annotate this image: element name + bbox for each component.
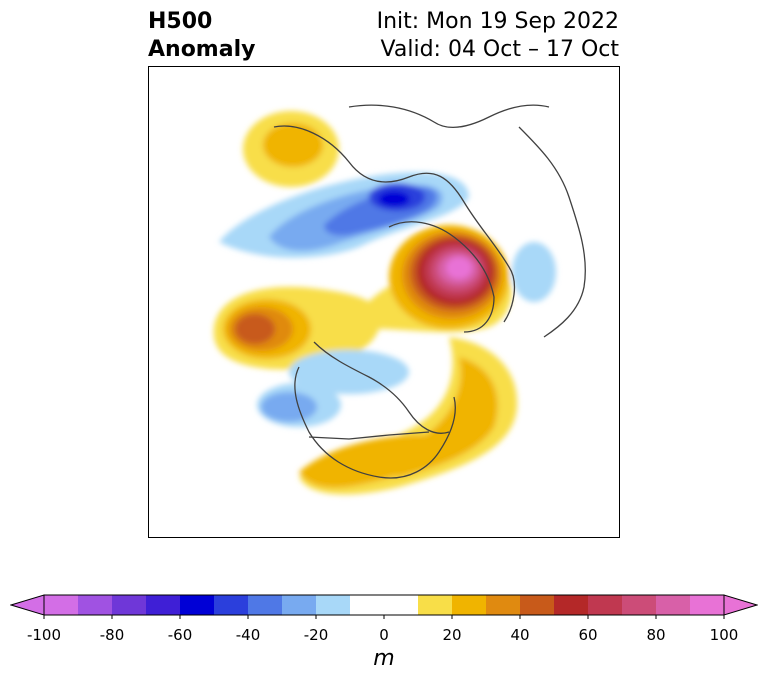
colorbar-segment <box>384 595 419 615</box>
map-canvas <box>213 104 586 495</box>
colorbar-segment <box>452 595 487 615</box>
colorbar-tick-label: 80 <box>646 626 666 644</box>
positive-anomaly-se <box>299 435 459 488</box>
colorbar-extend-max <box>723 594 758 616</box>
colorbar-units: m <box>373 646 395 671</box>
coastline-greenland <box>388 221 495 333</box>
coastline-north-america <box>294 366 456 479</box>
title-variable: H500 <box>148 9 213 34</box>
colorbar-segment <box>486 595 521 615</box>
title-subtitle: Anomaly <box>148 37 256 62</box>
coastline-arctic-north <box>348 104 550 129</box>
colorbar-segment <box>112 595 147 615</box>
colorbar-segment <box>656 595 691 615</box>
colorbar-tick-label: 0 <box>379 626 389 644</box>
border-us-canada <box>308 431 430 440</box>
anomaly-fill <box>213 111 556 495</box>
coastline-canada <box>313 341 450 434</box>
colorbar-segment <box>554 595 589 615</box>
colorbar-tick-label: 100 <box>709 626 739 644</box>
colorbar-segment <box>78 595 113 615</box>
colorbar-tick-label: -40 <box>235 626 261 644</box>
init-time: Init: Mon 19 Sep 2022 <box>376 9 619 34</box>
colorbar-segment <box>44 595 79 615</box>
forecast-info: Init: Mon 19 Sep 2022 Valid: 04 Oct – 17… <box>377 8 619 64</box>
positive-anomaly-max-core <box>446 257 472 279</box>
anomaly-map <box>148 66 620 538</box>
negative-anomaly-north-core <box>378 191 410 207</box>
colorbar-tick-label: -100 <box>26 626 62 644</box>
coastline-europe <box>518 126 586 338</box>
colorbar-segment <box>146 595 181 615</box>
colorbar-tick-label: -20 <box>303 626 329 644</box>
colorbar-tick-label: -60 <box>167 626 193 644</box>
positive-anomaly-top-core <box>263 123 323 167</box>
colorbar-segment <box>418 595 453 615</box>
colorbar-tick-label: -80 <box>99 626 125 644</box>
colorbar-segment <box>588 595 623 615</box>
colorbar-segment <box>350 595 385 615</box>
colorbar-segment <box>214 595 249 615</box>
colorbar-tick-label: 20 <box>442 626 462 644</box>
colorbar-segment <box>690 595 725 615</box>
negative-anomaly-south-core <box>261 392 317 422</box>
colorbar-segment <box>520 595 555 615</box>
colorbar <box>10 594 758 619</box>
colorbar-tick-label: 40 <box>510 626 530 644</box>
valid-period: Valid: 04 Oct – 17 Oct <box>380 37 619 62</box>
positive-anomaly-west-core <box>235 314 275 344</box>
colorbar-segment <box>248 595 283 615</box>
negative-anomaly-east <box>512 242 556 302</box>
coastlines <box>273 104 586 479</box>
colorbar-segment <box>180 595 215 615</box>
colorbar-segment <box>622 595 657 615</box>
colorbar-segment <box>282 595 317 615</box>
chart-title: H500 Anomaly <box>148 8 255 64</box>
colorbar-tick-label: 60 <box>578 626 598 644</box>
colorbar-extend-min <box>10 594 45 616</box>
colorbar-segment <box>316 595 351 615</box>
coastline-eurasia <box>273 125 516 323</box>
